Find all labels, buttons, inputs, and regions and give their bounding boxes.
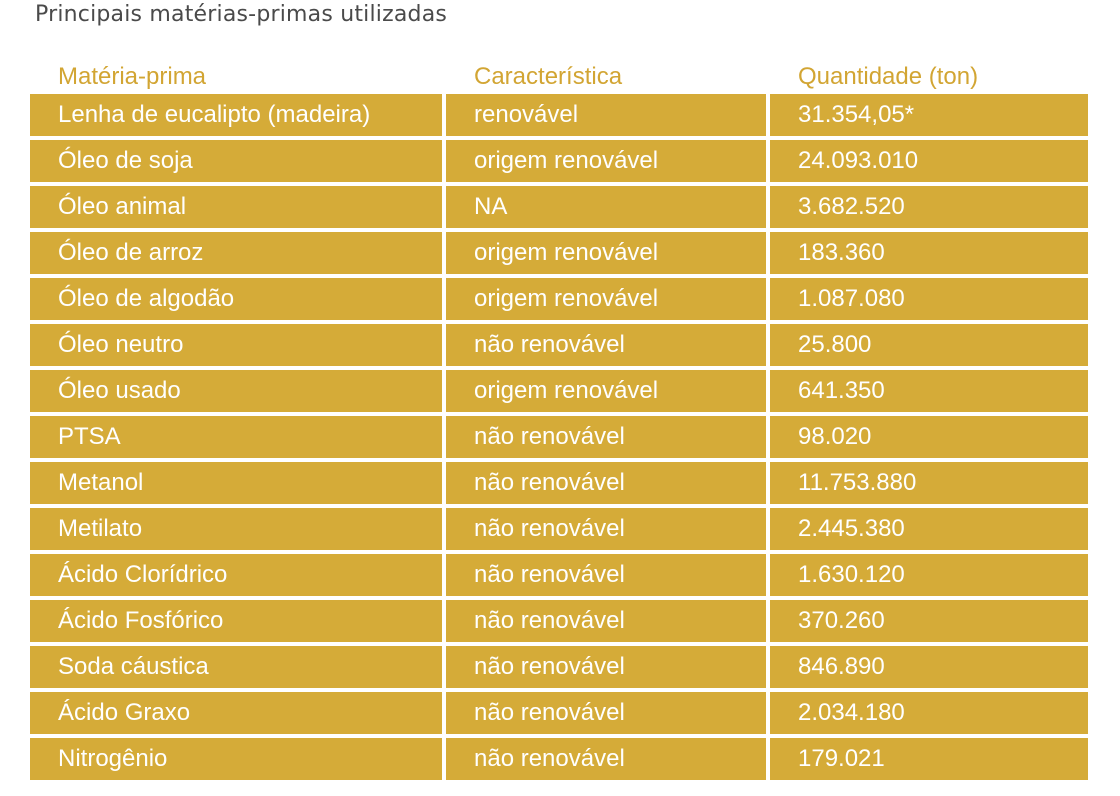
cell-caracteristica: não renovável	[446, 600, 766, 642]
cell-caracteristica: origem renovável	[446, 278, 766, 320]
cell-materia-prima: Óleo neutro	[30, 324, 442, 366]
cell-quantidade: 98.020	[770, 416, 1088, 458]
cell-materia-prima: Ácido Clorídrico	[30, 554, 442, 596]
cell-quantidade: 179.021	[770, 738, 1088, 780]
table-row: Ácido Fosfórico não renovável 370.260	[30, 600, 1088, 642]
table-row: Óleo usado origem renovável 641.350	[30, 370, 1088, 412]
cell-materia-prima: Ácido Fosfórico	[30, 600, 442, 642]
cell-quantidade: 370.260	[770, 600, 1088, 642]
cell-materia-prima: Óleo de soja	[30, 140, 442, 182]
cell-materia-prima: Nitrogênio	[30, 738, 442, 780]
cell-caracteristica: não renovável	[446, 508, 766, 550]
cell-quantidade: 31.354,05*	[770, 94, 1088, 136]
cell-caracteristica: não renovável	[446, 738, 766, 780]
cell-quantidade: 2.445.380	[770, 508, 1088, 550]
table-row: Lenha de eucalipto (madeira) renovável 3…	[30, 94, 1088, 136]
table-row: Óleo de soja origem renovável 24.093.010	[30, 140, 1088, 182]
cell-quantidade: 11.753.880	[770, 462, 1088, 504]
table-row: Óleo neutro não renovável 25.800	[30, 324, 1088, 366]
cell-quantidade: 1.087.080	[770, 278, 1088, 320]
cell-caracteristica: não renovável	[446, 554, 766, 596]
table-row: Óleo animal NA 3.682.520	[30, 186, 1088, 228]
cell-caracteristica: origem renovável	[446, 370, 766, 412]
cell-caracteristica: não renovável	[446, 462, 766, 504]
column-header-caracteristica: Característica	[474, 63, 623, 90]
column-header-materia-prima: Matéria-prima	[58, 63, 207, 90]
table-row: Nitrogênio não renovável 179.021	[30, 738, 1088, 780]
cell-materia-prima: Óleo animal	[30, 186, 442, 228]
table-row: Soda cáustica não renovável 846.890	[30, 646, 1088, 688]
cell-caracteristica: não renovável	[446, 416, 766, 458]
cell-quantidade: 3.682.520	[770, 186, 1088, 228]
cell-materia-prima: Óleo de algodão	[30, 278, 442, 320]
page-title: Principais matérias-primas utilizadas	[35, 2, 448, 27]
cell-quantidade: 183.360	[770, 232, 1088, 274]
column-header-quantidade: Quantidade (ton)	[798, 63, 979, 90]
cell-quantidade: 24.093.010	[770, 140, 1088, 182]
cell-caracteristica: não renovável	[446, 324, 766, 366]
cell-materia-prima: Óleo usado	[30, 370, 442, 412]
table-row: Metilato não renovável 2.445.380	[30, 508, 1088, 550]
cell-caracteristica: NA	[446, 186, 766, 228]
cell-quantidade: 2.034.180	[770, 692, 1088, 734]
cell-caracteristica: origem renovável	[446, 232, 766, 274]
table-row: Óleo de arroz origem renovável 183.360	[30, 232, 1088, 274]
table-row: Ácido Graxo não renovável 2.034.180	[30, 692, 1088, 734]
cell-materia-prima: Metilato	[30, 508, 442, 550]
cell-quantidade: 846.890	[770, 646, 1088, 688]
cell-quantidade: 641.350	[770, 370, 1088, 412]
cell-materia-prima: Lenha de eucalipto (madeira)	[30, 94, 442, 136]
cell-materia-prima: Soda cáustica	[30, 646, 442, 688]
table-row: Metanol não renovável 11.753.880	[30, 462, 1088, 504]
cell-materia-prima: Metanol	[30, 462, 442, 504]
cell-caracteristica: não renovável	[446, 646, 766, 688]
cell-materia-prima: Óleo de arroz	[30, 232, 442, 274]
table-row: PTSA não renovável 98.020	[30, 416, 1088, 458]
raw-materials-table: Matéria-prima Característica Quantidade …	[30, 60, 1088, 780]
cell-caracteristica: renovável	[446, 94, 766, 136]
cell-materia-prima: Ácido Graxo	[30, 692, 442, 734]
cell-caracteristica: não renovável	[446, 692, 766, 734]
table-row: Ácido Clorídrico não renovável 1.630.120	[30, 554, 1088, 596]
cell-materia-prima: PTSA	[30, 416, 442, 458]
cell-quantidade: 1.630.120	[770, 554, 1088, 596]
table-row: Óleo de algodão origem renovável 1.087.0…	[30, 278, 1088, 320]
table-header-row: Matéria-prima Característica Quantidade …	[30, 60, 1088, 94]
cell-quantidade: 25.800	[770, 324, 1088, 366]
cell-caracteristica: origem renovável	[446, 140, 766, 182]
